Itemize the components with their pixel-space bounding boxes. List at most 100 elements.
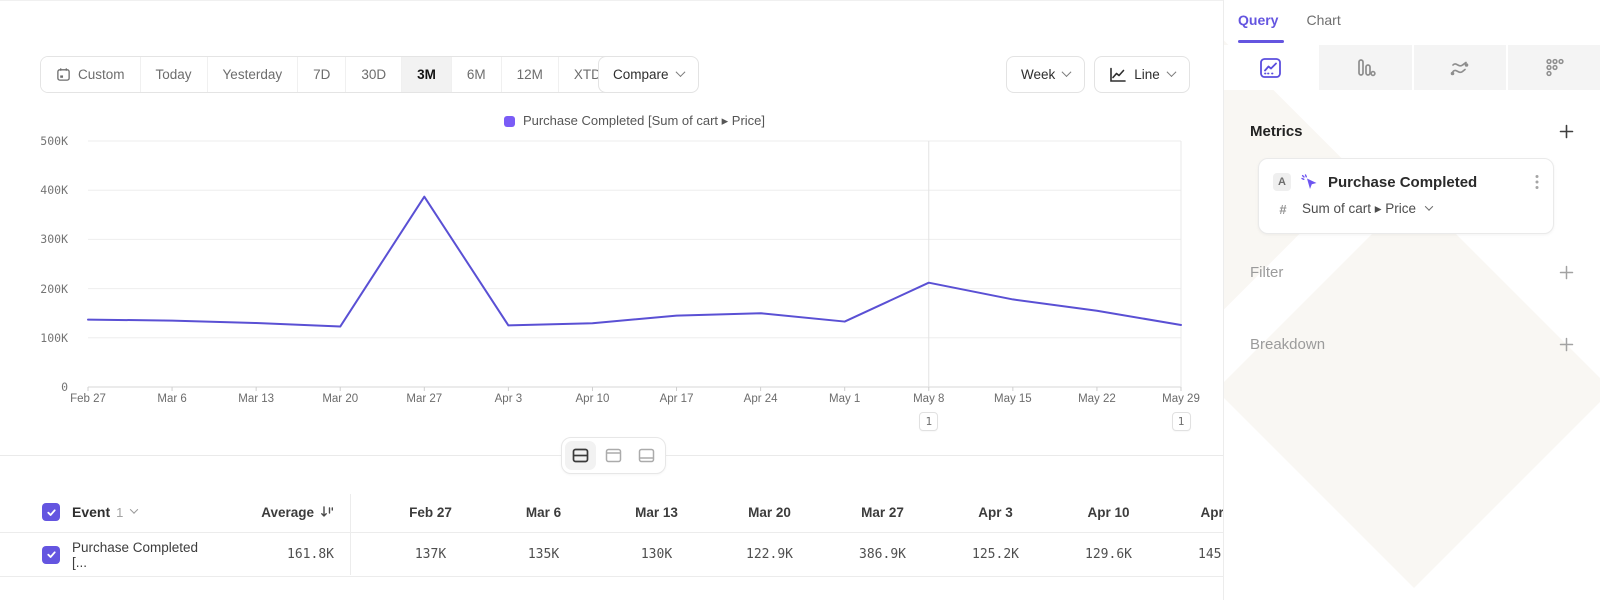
x-tick-label: Apr 3	[494, 393, 523, 405]
range-6m[interactable]: 6M	[451, 57, 502, 92]
date-column-value: 135K	[527, 547, 560, 562]
calendar-icon	[57, 68, 70, 81]
tab-query[interactable]: Query	[1238, 12, 1279, 28]
layout-table-only-button[interactable]	[631, 441, 662, 470]
date-column-headers: Feb 27 Mar 6 Mar 13 Mar 20 Mar 27 Apr 3 Apr 10…	[350, 505, 1223, 520]
event-header[interactable]: Event	[72, 504, 111, 520]
visualization-picker	[1224, 45, 1600, 90]
granularity-label: Week	[1021, 67, 1056, 82]
sort-descending-icon	[321, 506, 334, 517]
compare-label: Compare	[613, 67, 669, 82]
row-checkbox[interactable]	[42, 545, 60, 564]
range-12m[interactable]: 12M	[501, 57, 559, 92]
x-tick-label: Mar 20	[322, 393, 359, 405]
add-filter-button[interactable]	[1557, 263, 1576, 282]
x-tick-label: May 8	[913, 393, 945, 405]
date-column-header: Apr 3	[978, 504, 1013, 520]
event-cursor-icon	[1301, 173, 1317, 189]
range-30d[interactable]: 30D	[346, 57, 403, 92]
date-column-value: 129.6K	[1085, 547, 1132, 562]
compare-button[interactable]: Compare	[598, 56, 699, 93]
date-column-header: Mar 6	[525, 504, 562, 520]
dots-grid-icon	[1545, 58, 1564, 76]
date-column-header: Mar 13	[635, 504, 678, 520]
x-tick-label: May 29	[1162, 393, 1200, 405]
table-row: Purchase Completed [... 161.8K 137K 135K 1…	[0, 533, 1223, 577]
x-tick-label: Apr 17	[659, 393, 694, 405]
breakdown-heading: Breakdown	[1250, 336, 1326, 353]
plus-icon	[1559, 265, 1574, 280]
select-all-checkbox[interactable]	[42, 503, 60, 521]
plus-icon	[1559, 124, 1574, 139]
tab-chart[interactable]: Chart	[1306, 12, 1341, 28]
date-column-value: 137K	[414, 547, 447, 562]
insights-line-icon	[1259, 57, 1281, 78]
line-chart-icon	[1110, 67, 1127, 82]
date-column-header: Mar 27	[861, 504, 904, 520]
bar-chart-icon	[1358, 58, 1376, 76]
metric-event-name[interactable]: Purchase Completed	[1328, 173, 1478, 191]
plus-icon	[1559, 337, 1574, 352]
chevron-down-icon	[1061, 66, 1072, 77]
panel-tabs: Query Chart	[1238, 12, 1341, 37]
active-tab-underline	[1238, 40, 1284, 43]
viz-grid-tab[interactable]	[1508, 45, 1600, 90]
y-tick-label: 100K	[40, 330, 68, 345]
granularity-button[interactable]: Week	[1006, 56, 1086, 93]
metric-card: A Purchase Completed # Sum of cart ▸ Pri…	[1258, 158, 1554, 234]
filter-heading: Filter	[1250, 264, 1284, 281]
chart-legend: Purchase Completed [Sum of cart ▸ Price]	[88, 113, 1181, 129]
range-today[interactable]: Today	[140, 57, 208, 92]
layout-chart-only-button[interactable]	[598, 441, 629, 470]
date-column-value: 145.1K	[1198, 547, 1223, 562]
layout-split-button[interactable]	[565, 441, 596, 470]
legend-swatch	[503, 115, 515, 127]
date-range-group[interactable]: Custom Today Yesterday 7D 30D 3M 6M 12M XTD	[40, 56, 630, 93]
x-tick-label: Mar 13	[238, 393, 275, 405]
x-tick-label: Mar 6	[157, 393, 187, 405]
bottom-pane-icon	[638, 448, 655, 463]
chevron-down-icon	[130, 504, 139, 514]
flows-icon	[1451, 61, 1469, 75]
aggregation-label: Sum of cart ▸ Price	[1302, 201, 1417, 216]
add-breakdown-button[interactable]	[1557, 335, 1576, 354]
date-column-header: Apr 17	[1200, 504, 1223, 520]
annotation-badge[interactable]: 1	[919, 412, 939, 431]
annotation-badge[interactable]: 1	[1171, 412, 1191, 431]
y-tick-label: 400K	[40, 183, 68, 198]
y-tick-label: 300K	[40, 232, 68, 247]
range-custom[interactable]: Custom	[41, 57, 141, 92]
viz-bar-tab[interactable]	[1318, 45, 1412, 90]
x-tick-label: Apr 10	[575, 393, 610, 405]
legend-label: Purchase Completed [Sum of cart ▸ Price]	[522, 113, 766, 128]
table-column-divider	[350, 494, 351, 575]
x-tick-label: May 22	[1078, 393, 1116, 405]
viz-line-tab[interactable]	[1224, 45, 1317, 90]
metric-menu-button[interactable]	[1533, 172, 1541, 192]
date-column-header: Mar 20	[748, 504, 791, 520]
range-3m[interactable]: 3M	[402, 57, 452, 92]
kebab-menu-icon	[1535, 175, 1539, 189]
chart-main: Custom Today Yesterday 7D 30D 3M 6M 12M XTD Comp…	[0, 0, 1223, 577]
add-metric-button[interactable]	[1557, 122, 1576, 141]
range-yesterday[interactable]: Yesterday	[207, 57, 299, 92]
metric-aggregation-dropdown[interactable]: # Sum of cart ▸ Price	[1273, 201, 1541, 217]
range-7d[interactable]: 7D	[298, 57, 347, 92]
x-tick-label: May 1	[829, 393, 861, 405]
event-count: 1	[116, 504, 124, 520]
row-event-label[interactable]: Purchase Completed [...	[72, 539, 199, 570]
date-column-header: Apr 10	[1087, 504, 1130, 520]
check-icon	[46, 508, 56, 516]
x-tick-label: Feb 27	[70, 393, 106, 405]
date-column-value: 122.9K	[746, 547, 793, 562]
viz-flows-tab[interactable]	[1413, 45, 1507, 90]
chart-type-button[interactable]: Line	[1094, 56, 1190, 93]
average-header[interactable]: Average	[212, 505, 350, 520]
y-tick-label: 0	[61, 380, 68, 394]
y-tick-label: 200K	[40, 281, 68, 296]
date-column-value: 130K	[640, 547, 673, 562]
layout-toggle-group	[561, 437, 666, 474]
date-column-header: Feb 27	[409, 504, 452, 520]
check-icon	[46, 551, 56, 558]
